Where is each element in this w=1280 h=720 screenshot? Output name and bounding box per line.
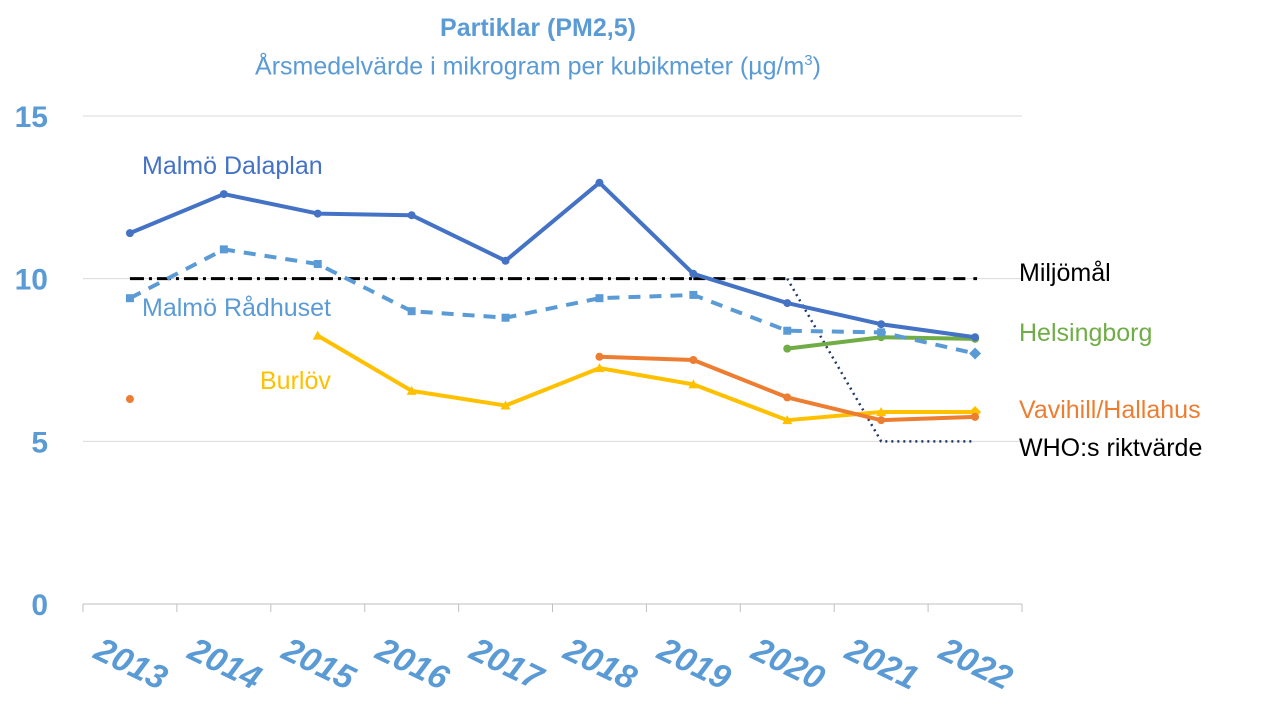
chart-title: Partiklar (PM2,5) [440, 14, 636, 42]
y-tick-label: 0 [31, 589, 48, 622]
malm-dalaplan-point [877, 320, 886, 329]
x-tick-label: 2013 [88, 630, 174, 698]
subtitle-superscript: 3 [804, 52, 813, 69]
burl-v-point [406, 385, 417, 395]
malm-dalaplan-point [689, 269, 698, 278]
burl-v-point [312, 330, 323, 340]
malm-dalaplan-point [125, 229, 134, 238]
helsingborg-label: Helsingborg [1019, 319, 1152, 347]
malm-r-dhuset-line [129, 247, 976, 356]
y-tick-label: 5 [31, 426, 48, 459]
milj-m-l-label: Miljömål [1019, 259, 1111, 287]
vavihill-hallahus-label: Vavihill/Hallahus [1019, 396, 1201, 424]
malm-dalaplan-point [595, 178, 604, 187]
malm-dalaplan-point [407, 211, 416, 220]
malm-r-dhuset-point [125, 294, 134, 303]
burl-v-line [316, 333, 976, 423]
x-tick-label: 2017 [463, 630, 550, 699]
burl-v-label: Burlöv [260, 367, 331, 395]
malm-r-dhuset-point [783, 326, 792, 335]
malm-dalaplan-point [971, 333, 980, 342]
x-tick-label: 2020 [745, 630, 831, 698]
subtitle-main: Årsmedelvärde i mikrogram per kubikmeter… [255, 52, 805, 81]
malm-r-dhuset-point [407, 307, 416, 316]
who-s-riktv-rde-line [786, 278, 976, 443]
malm-r-dhuset-point [313, 260, 322, 269]
x-tick-label: 2014 [181, 630, 267, 698]
burl-v-point [876, 407, 887, 417]
x-tick-label: 2016 [369, 630, 456, 698]
x-tick-label: 2015 [275, 630, 362, 698]
x-tick-label: 2021 [839, 630, 925, 698]
malm-dalaplan-point [501, 256, 510, 265]
malm-r-dhuset-label: Malmö Rådhuset [142, 294, 331, 322]
chart-subtitle: Årsmedelvärde i mikrogram per kubikmeter… [0, 52, 1076, 81]
x-tick-label: 2019 [651, 630, 737, 698]
malm-r-dhuset-point [969, 347, 982, 360]
malm-r-dhuset-point [501, 313, 510, 322]
x-tick-label: 2022 [933, 630, 1019, 698]
burl-v-point [594, 363, 605, 373]
burl-v-point [782, 415, 793, 425]
vavihill-hallahus-point [125, 395, 134, 404]
malm-dalaplan-point [313, 209, 322, 218]
malm-dalaplan-label: Malmö Dalaplan [142, 152, 323, 180]
malm-r-dhuset-point [689, 290, 698, 299]
vavihill-hallahus-point [689, 356, 698, 364]
vavihill-hallahus-point [783, 393, 792, 402]
malm-dalaplan-line [129, 180, 976, 340]
malm-dalaplan-point [783, 299, 792, 308]
burl-v-point [688, 379, 699, 389]
malm-r-dhuset-point [877, 328, 886, 337]
y-tick-label: 10 [15, 264, 48, 297]
y-tick-label: 15 [15, 101, 48, 134]
malm-dalaplan-point [219, 190, 228, 199]
vavihill-hallahus-point [971, 412, 980, 421]
vavihill-hallahus-point [877, 416, 886, 425]
vavihill-hallahus-point [595, 352, 604, 361]
helsingborg-point [783, 344, 792, 353]
subtitle-end: ) [812, 52, 821, 81]
x-tick-label: 2018 [557, 630, 643, 698]
who-s-riktv-rde-label: WHO:s riktvärde [1019, 434, 1202, 462]
burl-v-point [500, 400, 511, 410]
malm-r-dhuset-point [219, 245, 228, 254]
malm-r-dhuset-point [595, 294, 604, 303]
